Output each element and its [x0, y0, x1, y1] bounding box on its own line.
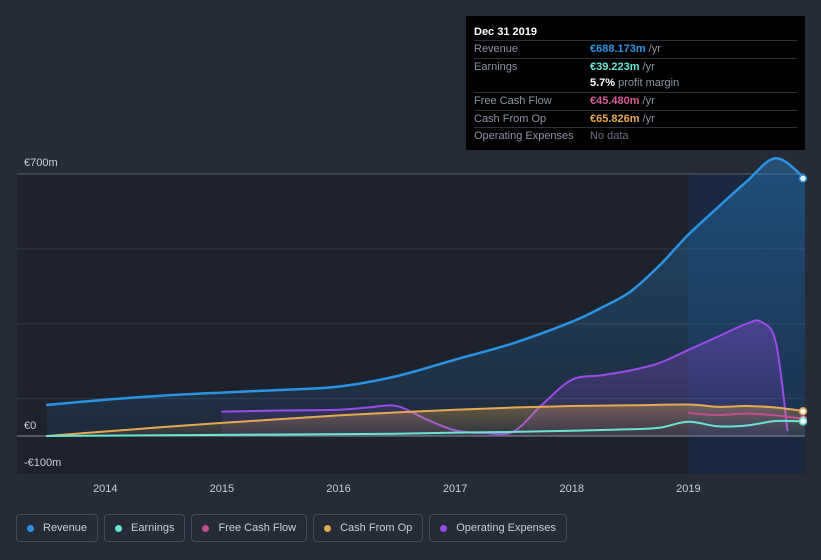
legend-label: Earnings [131, 522, 175, 534]
legend-dot-icon [202, 524, 210, 532]
cash-from-op-area [47, 404, 805, 436]
chart-legend: Revenue Earnings Free Cash Flow Cash Fro… [16, 514, 573, 542]
legend-item-cash-from-op[interactable]: Cash From Op [313, 514, 424, 542]
earnings-end-marker [798, 417, 808, 426]
legend-dot-icon [324, 524, 332, 532]
tooltip-fcf-value: €45.480m [590, 95, 640, 108]
x-tick-label: 2015 [210, 483, 234, 495]
data-tooltip: Dec 31 2019 Revenue €688.173m /yr Earnin… [466, 16, 805, 150]
revenue-line [45, 157, 807, 407]
tooltip-unit: /yr [642, 95, 655, 108]
tooltip-row-fcf: Free Cash Flow €45.480m /yr [474, 92, 797, 110]
tooltip-row-opex: Operating Expenses No data [474, 127, 797, 145]
legend-label: Free Cash Flow [218, 522, 297, 534]
x-tick-label: 2018 [560, 483, 584, 495]
tooltip-label: Revenue [474, 43, 519, 55]
tooltip-margin-value: 5.7% [590, 77, 616, 90]
legend-dot-icon [115, 524, 123, 532]
legend-label: Cash From Op [340, 522, 413, 534]
free-cash-flow-line [687, 411, 806, 421]
tooltip-opex-value: No data [590, 130, 629, 143]
tooltip-row-earnings: Earnings €39.223m /yr [474, 57, 797, 76]
tooltip-row-cfo: Cash From Op €65.826m /yr [474, 109, 797, 128]
tooltip-label: Cash From Op [474, 112, 547, 125]
tooltip-cfo-value: €65.826m [590, 112, 640, 125]
tooltip-row-margin: 5.7% profit margin [474, 75, 797, 92]
legend-dot-icon [27, 524, 34, 532]
legend-dot-icon [440, 524, 448, 532]
y-tick-label: €0 [24, 420, 36, 432]
earnings-line [46, 419, 806, 437]
tooltip-label: Operating Expenses [474, 130, 574, 143]
tooltip-label: Free Cash Flow [474, 95, 552, 108]
x-tick-label: 2014 [93, 483, 117, 495]
legend-item-earnings[interactable]: Earnings [104, 514, 186, 542]
legend-item-operating-expenses[interactable]: Operating Expenses [429, 514, 567, 542]
tooltip-unit: /yr [642, 60, 655, 73]
x-tick-label: 2019 [676, 483, 700, 495]
tooltip-label [474, 75, 590, 92]
y-tick-label: -€100m [24, 457, 61, 469]
y-tick-label: €700m [24, 157, 58, 169]
revenue-end-marker [798, 174, 808, 183]
tooltip-label: Earnings [474, 60, 518, 73]
legend-item-revenue[interactable]: Revenue [16, 514, 99, 542]
cash-from-op-end-marker [798, 407, 808, 416]
tooltip-unit: /yr [642, 112, 655, 125]
tooltip-earnings-value: €39.223m [590, 60, 640, 73]
tooltip-unit: profit margin [618, 77, 680, 90]
tooltip-unit: /yr [648, 43, 661, 55]
x-tick-label: 2017 [443, 483, 467, 495]
tooltip-revenue-value: €688.173m [590, 43, 646, 55]
legend-label: Revenue [43, 522, 88, 534]
tooltip-date: Dec 31 2019 [474, 26, 537, 38]
x-tick-label: 2016 [326, 483, 350, 495]
legend-label: Operating Expenses [456, 522, 556, 534]
cash-from-op-line [46, 403, 806, 437]
operating-expenses-line [220, 319, 789, 436]
revenue-area [47, 158, 805, 436]
tooltip-row-revenue: Revenue €688.173m /yr [474, 40, 797, 58]
legend-item-free-cash-flow[interactable]: Free Cash Flow [191, 514, 308, 542]
